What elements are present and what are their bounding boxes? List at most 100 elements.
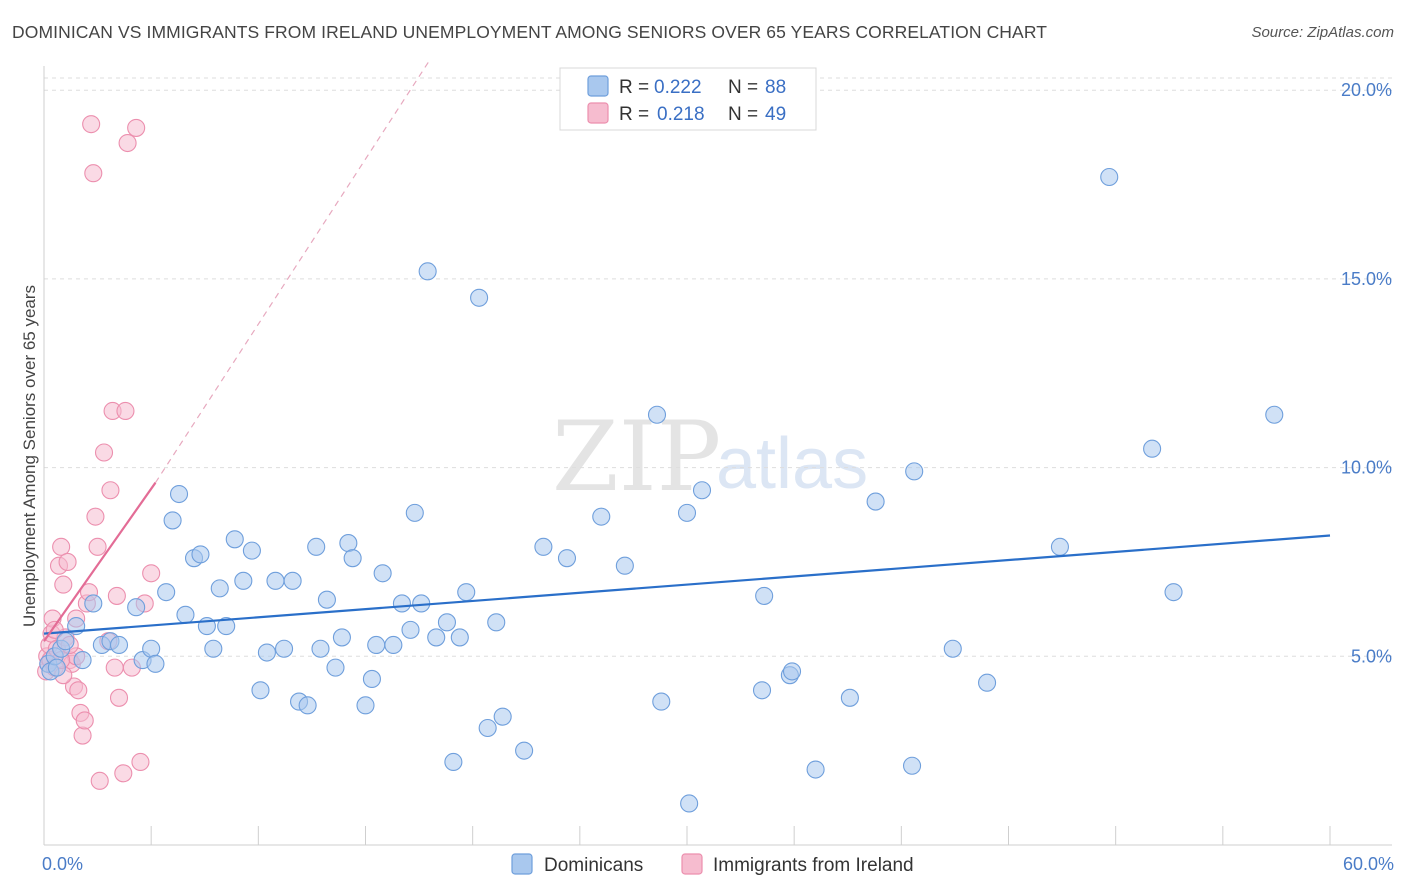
watermark-atlas: atlas	[716, 424, 868, 504]
dominican-point-70	[680, 794, 699, 813]
dominican-point-3	[47, 658, 66, 677]
dominican-point-19	[176, 605, 195, 624]
dominican-point-64	[557, 549, 577, 568]
dominican-point-41	[339, 534, 358, 553]
legend-r-value-1: 0.222	[654, 77, 702, 98]
dominican-point-56	[450, 628, 469, 647]
ireland-point-43	[142, 564, 161, 583]
series-immigrants-from-ireland	[37, 115, 161, 790]
dominican-point-55	[444, 752, 463, 772]
trendlines	[43, 59, 1331, 642]
series-dominicans	[39, 167, 1284, 813]
dominican-point-61	[493, 707, 512, 726]
dominican-point-25	[217, 617, 236, 636]
ireland-trendline	[43, 482, 157, 642]
dominican-point-18	[169, 484, 189, 504]
dominican-point-31	[266, 571, 285, 590]
dominican-point-46	[373, 564, 392, 583]
y-tick-label-3: 20.0%	[1341, 80, 1392, 100]
dominican-point-53	[427, 628, 446, 647]
dominican-point-44	[362, 669, 381, 688]
dominican-point-12	[127, 598, 146, 617]
y-tick-label-0: 5.0%	[1351, 646, 1392, 666]
dominican-point-78	[866, 492, 885, 511]
legend-swatch-ireland	[587, 102, 609, 124]
ireland-point-26	[86, 507, 105, 526]
dominican-point-66	[615, 556, 634, 575]
legend-n-value-2: 49	[765, 104, 786, 125]
dominican-point-32	[275, 639, 294, 658]
legend-r-value-2: 0.218	[657, 104, 705, 125]
dominican-point-37	[311, 639, 330, 658]
axes	[43, 66, 1392, 846]
dominican-point-69	[677, 503, 697, 522]
dominican-point-15	[146, 654, 165, 673]
dominican-point-14	[142, 639, 161, 658]
dominican-point-5	[56, 632, 75, 651]
ireland-point-40	[127, 118, 146, 137]
dominican-point-23	[204, 639, 223, 658]
dominican-point-52	[418, 262, 437, 281]
bottom-legend-dominicans: Dominicans	[544, 855, 643, 876]
bottom-legend-swatch-dominicans	[511, 853, 533, 875]
series-legend: Dominicans Immigrants from Ireland	[511, 853, 914, 876]
gridlines	[44, 77, 1392, 657]
ireland-point-29	[94, 443, 114, 462]
dominican-point-86	[1164, 583, 1183, 602]
dominican-point-8	[84, 594, 103, 613]
dominican-point-7	[73, 651, 92, 670]
ireland-point-38	[118, 133, 137, 153]
dominican-point-58	[470, 288, 489, 307]
dominican-point-71	[692, 481, 712, 500]
dominican-point-85	[1143, 439, 1162, 458]
dominican-point-67	[647, 405, 667, 424]
dominican-point-47	[384, 635, 403, 655]
dominican-point-72	[752, 681, 772, 700]
chart-title: DOMINICAN VS IMMIGRANTS FROM IRELAND UNE…	[12, 22, 1048, 42]
ireland-point-31	[101, 481, 120, 500]
dominican-point-63	[534, 537, 553, 556]
ireland-point-37	[116, 401, 135, 421]
dominicans-trendline	[43, 534, 1331, 635]
dominican-point-43	[356, 696, 375, 715]
legend-n-label-2: N =	[728, 104, 758, 125]
ireland-point-36	[114, 764, 133, 783]
ireland-point-25	[84, 164, 103, 183]
ireland-point-34	[107, 586, 126, 605]
dominican-point-42	[343, 549, 362, 568]
watermark-zip: ZIP	[552, 401, 721, 513]
ireland-point-28	[90, 771, 109, 790]
dominican-point-68	[652, 692, 671, 711]
dominican-point-27	[234, 571, 253, 590]
bottom-legend-swatch-ireland	[681, 853, 703, 875]
legend-r-label-1: R =	[619, 77, 649, 98]
correlation-legend: R = 0.222 N = 88 R = 0.218 N = 49	[559, 67, 817, 131]
legend-swatch-dominicans	[587, 75, 609, 97]
dominican-point-83	[1050, 537, 1069, 556]
dominican-point-16	[157, 583, 176, 602]
ireland-point-35	[109, 688, 129, 707]
legend-n-value-1: 88	[765, 77, 786, 98]
dominican-point-49	[401, 620, 420, 639]
dominican-point-57	[457, 583, 476, 602]
bottom-legend-ireland: Immigrants from Ireland	[713, 855, 914, 876]
legend-r-label-2: R =	[619, 104, 649, 125]
ireland-point-24	[82, 115, 101, 134]
legend-n-label-1: N =	[728, 77, 758, 98]
dominican-point-62	[515, 741, 534, 760]
ireland-point-20	[73, 726, 92, 745]
dominican-point-82	[978, 673, 997, 692]
tick-labels: 5.0% 10.0% 15.0% 20.0% 0.0% 60.0%	[42, 80, 1394, 874]
dominican-point-24	[210, 579, 229, 598]
dominican-point-79	[902, 756, 922, 775]
dominican-point-38	[317, 590, 336, 609]
ireland-point-27	[88, 537, 107, 556]
dominican-point-73	[755, 586, 774, 605]
dominican-point-60	[487, 613, 506, 632]
ireland-trendline-extension	[154, 59, 431, 484]
dominican-point-80	[905, 462, 924, 481]
dominican-point-54	[437, 613, 456, 632]
dominican-point-59	[478, 718, 497, 738]
dominican-point-39	[326, 658, 345, 677]
